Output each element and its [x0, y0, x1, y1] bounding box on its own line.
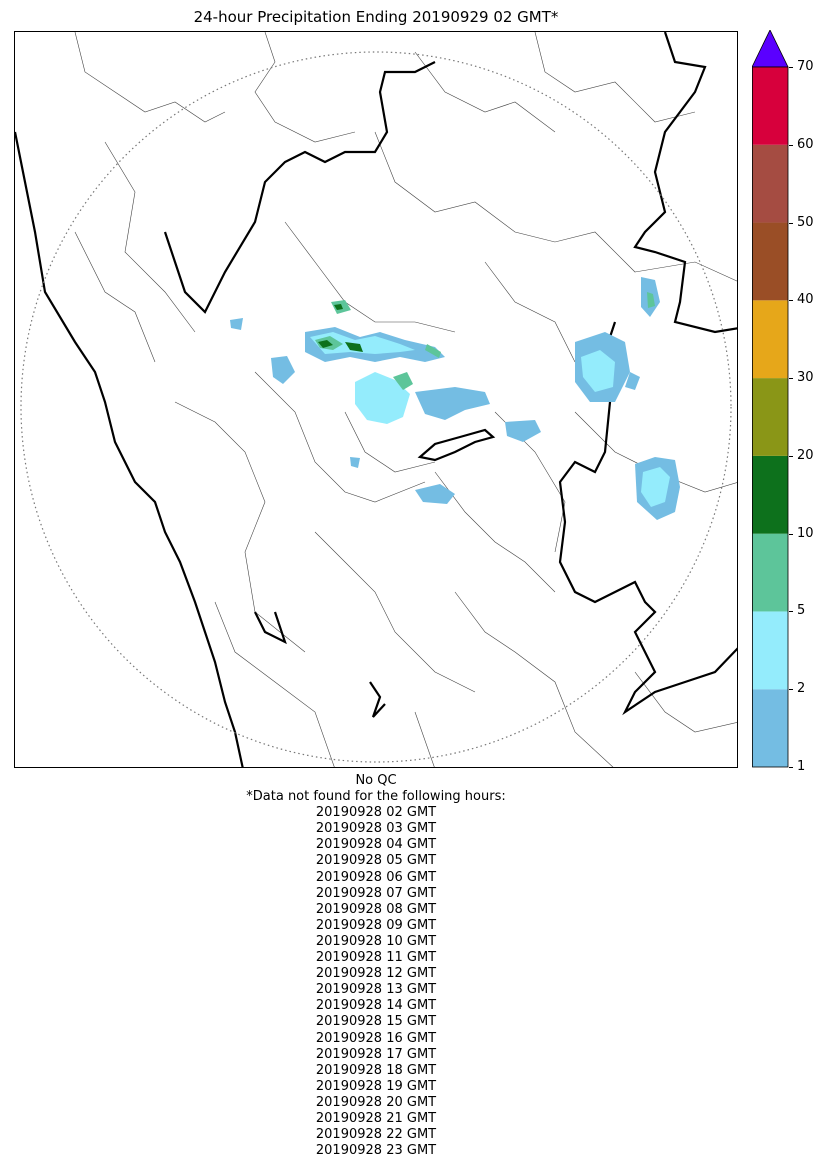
- missing-hour-item: 20190928 09 GMT: [315, 917, 437, 933]
- qc-note: No QC: [355, 773, 397, 788]
- colorbar-tick: [789, 689, 793, 691]
- precipitation-areas: [230, 277, 680, 520]
- missing-hour-item: 20190928 19 GMT: [315, 1078, 437, 1094]
- colorbar-band: [752, 144, 788, 223]
- missing-hour-item: 20190928 11 GMT: [315, 950, 437, 966]
- colorbar-tick-label: 30: [797, 370, 814, 386]
- colorbar-tick-label: 60: [797, 136, 814, 152]
- missing-hour-item: 20190928 16 GMT: [315, 1030, 437, 1046]
- colorbar-tick-label: 10: [797, 525, 814, 541]
- missing-hour-item: 20190928 02 GMT: [315, 805, 437, 821]
- missing-hour-item: 20190928 07 GMT: [315, 885, 437, 901]
- precipitation-map: [14, 31, 738, 768]
- colorbar-tick-label: 70: [797, 59, 814, 74]
- colorbar: [752, 30, 789, 768]
- colorbar-tick: [789, 144, 793, 146]
- colorbar-tick-label: 20: [797, 447, 814, 463]
- colorbar-band: [752, 455, 788, 534]
- radar-range-ring: [20, 51, 732, 763]
- colorbar-tick: [789, 533, 793, 535]
- colorbar-tick-label: 50: [797, 214, 814, 230]
- colorbar-band: [752, 67, 788, 145]
- colorbar-tick: [789, 300, 793, 302]
- missing-hour-item: 20190928 08 GMT: [315, 901, 437, 917]
- missing-hour-item: 20190928 14 GMT: [315, 998, 437, 1014]
- colorbar-tick-label: 40: [797, 292, 814, 308]
- map-canvas: [15, 32, 737, 767]
- missing-hour-item: 20190928 20 GMT: [315, 1094, 437, 1110]
- colorbar-tick: [789, 378, 793, 380]
- missing-data-header: *Data not found for the following hours:: [246, 789, 506, 805]
- missing-hour-item: 20190928 22 GMT: [315, 1127, 437, 1143]
- colorbar-band: [752, 378, 788, 456]
- colorbar-band: [752, 222, 788, 301]
- colorbar-band: [752, 611, 788, 690]
- map-title: 24-hour Precipitation Ending 20190929 02…: [193, 8, 559, 26]
- colorbar-tick-label: 1: [797, 759, 806, 774]
- missing-hour-item: 20190928 15 GMT: [315, 1014, 437, 1030]
- missing-hour-item: 20190928 17 GMT: [315, 1046, 437, 1062]
- missing-hour-item: 20190928 23 GMT: [315, 1143, 437, 1159]
- missing-hours-list: 20190928 02 GMT 20190928 03 GMT 20190928 0…: [14, 805, 738, 1159]
- notes-block: No QC *Data not found for the following …: [14, 773, 738, 1159]
- colorbar-tick-label: 5: [797, 603, 806, 619]
- missing-hour-item: 20190928 06 GMT: [315, 869, 437, 885]
- colorbar-tick: [789, 222, 793, 224]
- missing-hour-item: 20190928 18 GMT: [315, 1062, 437, 1078]
- missing-hour-item: 20190928 12 GMT: [315, 966, 437, 982]
- missing-hour-item: 20190928 05 GMT: [315, 853, 437, 869]
- colorbar-tick: [789, 611, 793, 613]
- colorbar-extend-triangle: [752, 30, 789, 68]
- colorbar-outline: [752, 66, 789, 768]
- colorbar-tick-label: 2: [797, 681, 806, 697]
- missing-hour-item: 20190928 13 GMT: [315, 982, 437, 998]
- colorbar-band: [752, 689, 788, 767]
- missing-hour-item: 20190928 21 GMT: [315, 1110, 437, 1126]
- colorbar-tick: [789, 455, 793, 457]
- colorbar-band: [752, 300, 788, 379]
- colorbar-tick: [789, 767, 793, 768]
- missing-hour-item: 20190928 03 GMT: [315, 821, 437, 837]
- colorbar-tick: [789, 67, 793, 68]
- missing-hour-item: 20190928 04 GMT: [315, 837, 437, 853]
- district-boundaries: [74, 32, 737, 767]
- colorbar-band: [752, 533, 788, 612]
- missing-hour-item: 20190928 10 GMT: [315, 933, 437, 949]
